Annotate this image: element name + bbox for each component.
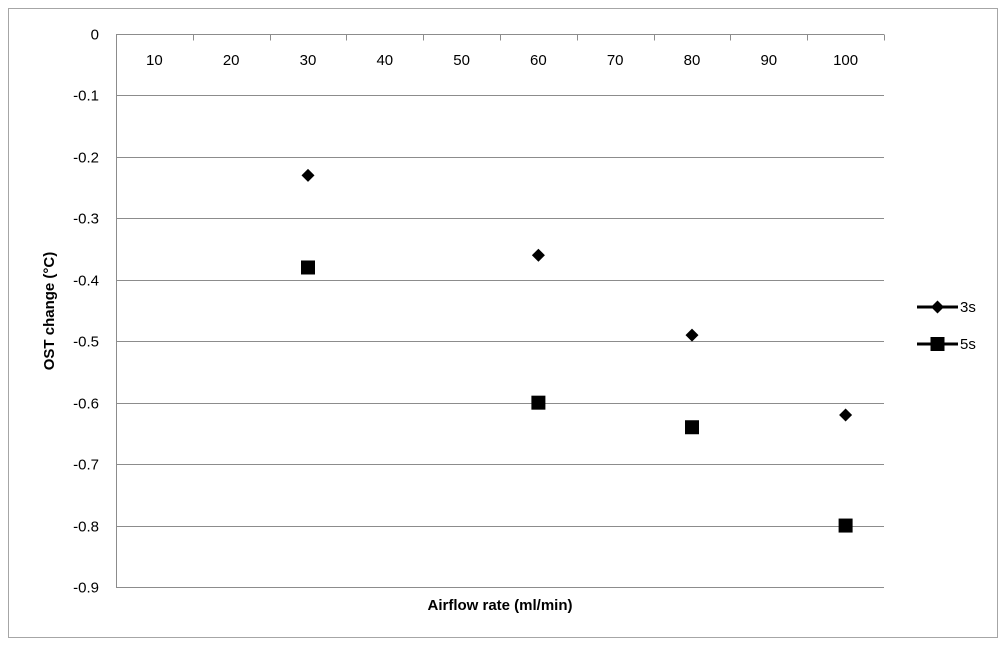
x-tick-label: 60 [530,52,547,69]
data-point [838,518,853,533]
y-tick-label: -0.7 [73,457,99,474]
data-point [685,420,699,435]
x-tick-label: 100 [833,52,858,69]
y-tick-label: -0.2 [73,150,99,167]
data-point [531,248,545,262]
data-point [839,408,853,422]
y-tick-label: -0.5 [73,334,99,351]
x-tick-label: 70 [607,52,624,69]
y-tick-label: -0.4 [73,273,99,290]
data-point [531,395,546,410]
x-tick-label: 10 [146,52,163,69]
data-point [685,328,699,342]
y-tick-label: -0.1 [73,88,99,105]
x-axis-title: Airflow rate (ml/min) [427,597,572,614]
y-tick-label: 0 [91,27,99,44]
x-tick-label: 80 [684,52,701,69]
x-tick-label: 50 [453,52,470,69]
x-tick-label: 20 [223,52,240,69]
x-tick-labels: 10 20 30 40 50 60 70 80 90 100 [146,52,858,69]
axes [116,34,885,587]
data-point [301,260,315,275]
y-tick-label: -0.8 [73,519,99,536]
x-tick-label: 40 [376,52,393,69]
y-tick-labels: 0 -0.1 -0.2 -0.3 -0.4 -0.5 -0.6 -0.7 -0.8 -0.9 [73,27,99,597]
y-tick-label: -0.9 [73,580,99,597]
legend-label: 3s [960,299,976,316]
series-5s [301,260,853,533]
legend-item-3s: 3s [917,299,976,316]
legend-marker [931,300,944,314]
gridlines [116,95,884,588]
y-tick-label: -0.3 [73,211,99,228]
series-3s [301,168,853,422]
data-points [301,168,853,533]
data-point [301,168,315,182]
chart-frame [8,8,998,638]
legend-item-5s: 5s [917,336,976,353]
x-tick-label: 30 [300,52,317,69]
legend-label: 5s [960,336,976,353]
legend-marker [930,337,945,351]
y-axis-title: OST change (°C) [41,252,58,371]
x-tick-label: 90 [760,52,777,69]
legend: 3s 5s [917,299,976,353]
y-tick-label: -0.6 [73,396,99,413]
